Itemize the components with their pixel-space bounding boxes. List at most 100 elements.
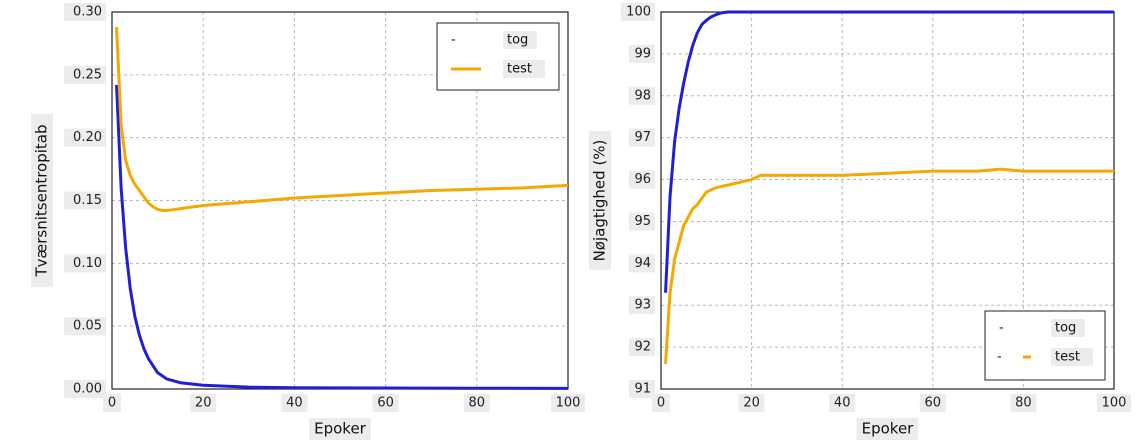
legend-label-tog-bg	[1051, 319, 1085, 337]
y-tick-label-group: 92	[629, 338, 655, 357]
legend-label-tog-group: tog	[1051, 319, 1085, 337]
x-tick-label-group: 40	[281, 394, 308, 412]
x-tick-label-bg	[1097, 394, 1131, 412]
series-line-tog	[664, 10, 1114, 293]
loss-chart-panel: 0 20 40 60 80 100 0.00 0.05 0.10 0.15 0.20 0.25 0.30…	[31, 3, 585, 440]
accuracy-chart-panel: 0 20 40 60 80 100 91 92 93 94 95 96 97 98 99 100 Epoker N…	[589, 3, 1131, 440]
x-tick-label: 100	[556, 396, 581, 411]
x-tick-label: 20	[195, 396, 212, 411]
y-tick-label: 0.00	[73, 382, 102, 397]
x-tick-label-group: 60	[372, 394, 399, 412]
x-tick-label-group: 40	[829, 394, 856, 412]
y-tick-label-bg	[629, 128, 655, 147]
y-tick-label-bg	[64, 191, 106, 210]
x-tick-label-bg	[372, 394, 399, 412]
y-tick-label-bg	[629, 170, 655, 189]
y-tick-label: 0.20	[73, 130, 102, 145]
x-tick-label-group: 20	[190, 394, 217, 412]
y-tick-label-bg	[64, 128, 106, 147]
y-tick-label-bg	[629, 338, 655, 357]
y-tick-label: 0.30	[73, 5, 102, 20]
y-tick-label-group: 96	[629, 170, 655, 189]
x-tick-label: 40	[286, 396, 303, 411]
y-tick-label: 92	[634, 340, 651, 355]
y-axis-label: Nøjagtighed (%)	[591, 140, 609, 262]
legend-label-test: test	[507, 62, 532, 77]
y-tick-label-group: 100	[621, 3, 655, 21]
legend-label-tog: tog	[507, 33, 528, 48]
x-tick-label: 60	[925, 396, 942, 411]
x-tick-label: 40	[834, 396, 851, 411]
x-tick-label-bg	[551, 394, 585, 412]
y-axis-label-bg	[31, 113, 53, 288]
x-axis-label-group: Epoker	[856, 418, 919, 440]
x-tick-label-group: 80	[463, 394, 490, 412]
x-tick-label: 80	[1015, 396, 1032, 411]
y-tick-label-bg	[64, 254, 106, 273]
legend-label-tog: tog	[1055, 321, 1076, 336]
y-tick-label: 0.15	[73, 193, 102, 208]
legend: - tog - test	[984, 310, 1106, 381]
y-tick-label-bg	[629, 380, 655, 398]
x-tick-label-bg	[738, 394, 765, 412]
y-tick-label: 0.10	[73, 256, 102, 271]
x-tick-label-bg	[463, 394, 490, 412]
x-axis-label-bg	[856, 418, 919, 440]
y-tick-label: 91	[634, 382, 651, 397]
y-tick-label-group: 0.10	[64, 254, 106, 273]
y-tick-label-group: 0.20	[64, 128, 106, 147]
y-tick-label-group: 0.05	[64, 317, 106, 336]
y-axis-label-group: Tværsnitsentropitab	[31, 113, 53, 288]
y-tick-label-bg	[64, 3, 106, 21]
legend-marker-test: -	[997, 350, 1002, 365]
x-tick-label: 100	[1102, 396, 1127, 411]
x-axis-label-group: Epoker	[309, 418, 371, 440]
y-tick-label: 0.05	[73, 319, 102, 334]
y-tick-label: 100	[626, 5, 651, 20]
y-tick-label-bg	[629, 254, 655, 273]
legend-label-tog-group: tog	[503, 31, 537, 49]
x-axis-label: Epoker	[314, 420, 367, 438]
x-tick-label-group: 0	[652, 394, 670, 412]
x-tick-label-group: 20	[738, 394, 765, 412]
series-line-tog	[115, 84, 568, 390]
x-tick-label-bg	[919, 394, 946, 412]
x-axis-label-bg	[309, 418, 371, 440]
y-tick-label-bg	[64, 65, 106, 84]
legend-label-test-bg	[503, 60, 545, 78]
series-line-test	[115, 27, 568, 213]
y-tick-label: 95	[634, 214, 651, 229]
y-tick-label-bg	[621, 3, 655, 21]
y-tick-label-group: 0.25	[64, 65, 106, 84]
y-axis-label: Tværsnitsentropitab	[33, 124, 51, 277]
legend-marker-tog: -	[451, 33, 456, 48]
x-tick-label-group: 100	[551, 394, 585, 412]
y-axis-label-bg	[589, 131, 611, 270]
y-tick-label: 94	[634, 256, 651, 271]
legend-frame	[436, 22, 560, 91]
x-tick-label-group: 0	[103, 394, 121, 412]
legend-label-test-bg	[1051, 348, 1093, 366]
y-tick-label-group: 91	[629, 380, 655, 398]
y-axis-label-group: Nøjagtighed (%)	[589, 131, 611, 270]
x-tick-label-bg	[1010, 394, 1037, 412]
legend-label-test-group: test	[503, 60, 545, 78]
y-tick-label-bg	[64, 317, 106, 336]
legend-label-test: test	[1055, 350, 1080, 365]
y-tick-label-bg	[629, 44, 655, 63]
y-tick-label: 0.25	[73, 67, 102, 82]
y-tick-label-bg	[629, 212, 655, 231]
y-tick-label-group: 0.00	[64, 380, 106, 398]
x-tick-label-bg	[652, 394, 670, 412]
x-tick-label: 0	[108, 396, 116, 411]
y-tick-label: 96	[634, 172, 651, 187]
y-tick-label: 98	[634, 88, 651, 103]
x-tick-label: 0	[657, 396, 665, 411]
x-tick-label: 20	[743, 396, 760, 411]
x-tick-label-group: 80	[1010, 394, 1037, 412]
y-tick-label-group: 0.30	[64, 3, 106, 21]
legend-label-tog-bg	[503, 31, 537, 49]
y-tick-label-group: 99	[629, 44, 655, 63]
y-tick-label-group: 98	[629, 86, 655, 105]
